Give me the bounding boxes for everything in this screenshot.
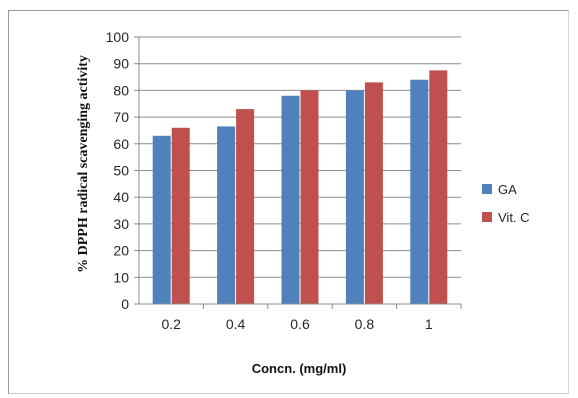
bar-ga (410, 79, 429, 304)
x-tick-label: 0.4 (226, 316, 246, 332)
bars (152, 70, 448, 305)
y-tick-label: 20 (113, 243, 129, 259)
y-tick-label: 100 (106, 29, 130, 45)
axes (138, 37, 461, 305)
x-tick-label: 0.8 (355, 316, 375, 332)
y-tick-label: 0 (121, 296, 129, 312)
y-axis-title: % DPPH radical scavenging activity (76, 55, 91, 273)
x-axis-title: Concn. (mg/ml) (252, 361, 347, 376)
x-tick-label: 0.6 (290, 316, 310, 332)
y-tick-label: 60 (113, 136, 129, 152)
legend-swatch (482, 184, 492, 194)
y-tick-label: 70 (113, 109, 129, 125)
y-tick-label: 50 (113, 163, 129, 179)
y-tick-label: 30 (113, 216, 129, 232)
bar-vit-c (171, 127, 190, 304)
y-tick-label: 40 (113, 189, 129, 205)
y-tick-label: 90 (113, 56, 129, 72)
y-tick-labels: 0 10 20 30 40 50 60 70 80 90 100 (106, 29, 130, 312)
bar-ga (345, 90, 364, 305)
bar-vit-c (429, 70, 448, 304)
x-tick-label: 0.2 (161, 316, 181, 332)
bar-chart: 0 10 20 30 40 50 60 70 80 90 100 0.2 0.4 0.6 0.8 1 % D… (76, 29, 530, 376)
bar-ga (281, 95, 300, 305)
bar-ga (152, 135, 171, 304)
bar-vit-c (236, 109, 255, 304)
x-tick-labels: 0.2 0.4 0.6 0.8 1 (161, 316, 432, 332)
bar-ga (217, 126, 236, 304)
y-tick-label: 10 (113, 269, 129, 285)
bar-vit-c (300, 90, 319, 305)
legend: GA Vit. C (482, 182, 530, 225)
legend-label: Vit. C (498, 210, 530, 225)
chart-frame: 0 10 20 30 40 50 60 70 80 90 100 0.2 0.4 0.6 0.8 1 % D… (8, 10, 569, 394)
gridlines (134, 36, 462, 309)
legend-swatch (482, 212, 492, 222)
bar-vit-c (364, 82, 383, 304)
legend-label: GA (498, 182, 517, 197)
x-tick-label: 1 (425, 316, 433, 332)
y-tick-label: 80 (113, 82, 129, 98)
